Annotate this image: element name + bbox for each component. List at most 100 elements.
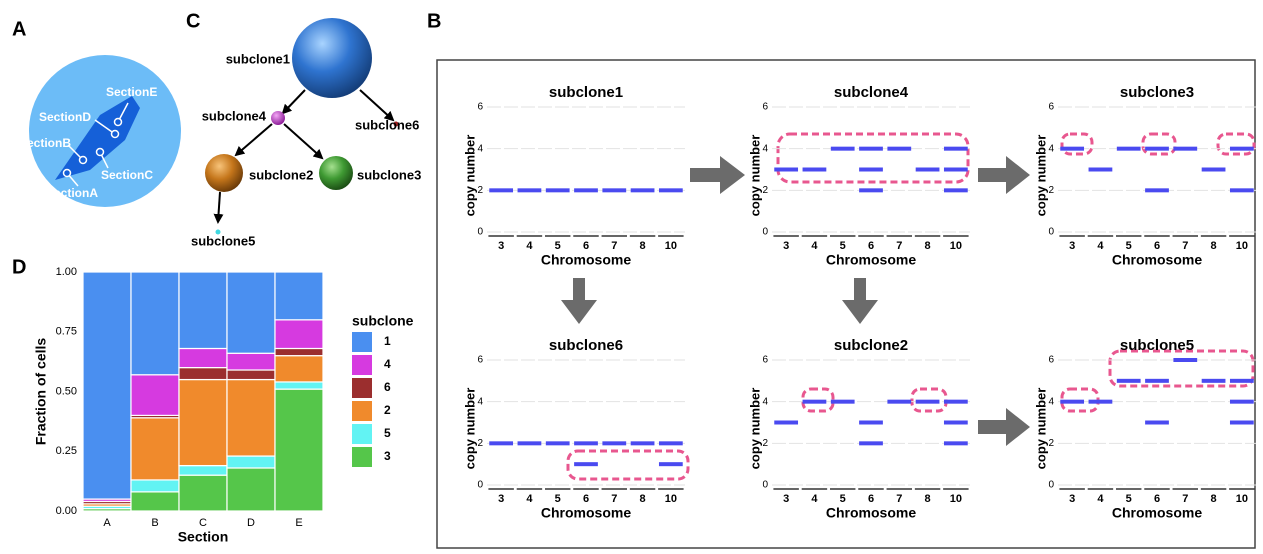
y-tick-label: 0.50 (56, 385, 77, 397)
x-tick-label: 4 (811, 493, 818, 505)
bar-segment (130, 479, 180, 493)
legend-swatch (352, 332, 372, 352)
y-tick-label: 4 (477, 143, 483, 154)
x-axis-title: Chromosome (1112, 252, 1202, 268)
node-label: subclone5 (191, 233, 255, 248)
copy-number-segment (630, 441, 655, 446)
y-axis-title: copy number (747, 388, 762, 470)
copy-number-segment (1229, 378, 1254, 383)
legend-swatch (352, 401, 372, 421)
copy-number-segment (802, 399, 827, 404)
phylogeny-tree (213, 89, 395, 224)
x-tick-label: 8 (640, 493, 646, 505)
copy-number-segment (658, 441, 683, 446)
y-tick-label: 0 (1048, 227, 1054, 238)
copy-number-segment (859, 420, 883, 425)
tumor-region (55, 96, 140, 180)
x-tick-label: 8 (1211, 240, 1217, 252)
x-tick-label: 7 (611, 240, 617, 252)
x-tick-label: 10 (1236, 493, 1248, 505)
x-tick-label: 5 (1126, 493, 1132, 505)
x-tick-label: 7 (1182, 240, 1188, 252)
section-label: SectionD (39, 110, 91, 124)
copy-number-segment (859, 167, 883, 172)
copy-number-segment (802, 167, 827, 172)
x-axis-title: Chromosome (541, 252, 631, 268)
bar-segment (130, 417, 180, 481)
section-label: SectionA (46, 186, 98, 200)
x-tick-label: 3 (783, 240, 789, 252)
panel-label: C (186, 10, 200, 32)
copy-number-segment (1201, 167, 1226, 172)
copy-number-segment (1229, 188, 1254, 193)
x-tick-label: 3 (783, 493, 789, 505)
copy-number-segment (1145, 420, 1169, 425)
bar-segment (130, 491, 180, 512)
x-tick-label: 6 (583, 240, 589, 252)
bar-segment (226, 369, 276, 381)
x-tick-label: 10 (665, 493, 677, 505)
x-tick-label: 4 (526, 240, 533, 252)
panel-label: A (12, 18, 26, 40)
legend-swatch (352, 355, 372, 375)
copy-number-segment (774, 167, 799, 172)
copy-number-segment (1229, 420, 1254, 425)
bar-segment (130, 271, 180, 376)
bar-segment (226, 467, 276, 512)
x-tick-label: 6 (1154, 493, 1160, 505)
x-tick-label: 8 (925, 240, 931, 252)
bar-segment (274, 355, 324, 383)
tree-node (271, 111, 285, 125)
legend-label: 2 (384, 403, 391, 417)
copy-number-segment (574, 462, 598, 467)
x-tick-label: D (247, 517, 255, 529)
y-tick-label: 0 (477, 480, 483, 491)
x-tick-label: 3 (1069, 493, 1075, 505)
y-tick-label: 4 (1048, 396, 1054, 407)
y-tick-label: 4 (762, 143, 768, 154)
copy-number-segment (943, 167, 968, 172)
copy-number-segment (943, 441, 968, 446)
x-tick-label: 7 (896, 240, 902, 252)
x-axis-title: Chromosome (1112, 505, 1202, 521)
x-axis-title: Section (178, 529, 229, 545)
copy-number-segment (602, 188, 627, 193)
x-tick-label: 4 (526, 493, 533, 505)
legend-label: 4 (384, 357, 391, 371)
bar-segment (226, 271, 276, 354)
legend-label: 1 (384, 334, 391, 348)
copy-number-segment (859, 188, 883, 193)
copy-number-segment (1229, 146, 1254, 151)
copy-number-segment (489, 441, 514, 446)
copy-number-segment (1060, 399, 1085, 404)
y-axis-title: copy number (462, 135, 477, 217)
change-highlights (566, 132, 1256, 481)
y-tick-label: 2 (1048, 438, 1054, 449)
y-tick-label: 2 (762, 185, 768, 196)
x-tick-label: 8 (640, 240, 646, 252)
y-tick-label: 2 (762, 438, 768, 449)
y-tick-label: 0.75 (56, 326, 77, 338)
x-tick-label: 5 (840, 240, 846, 252)
y-axis-title: copy number (1033, 135, 1048, 217)
bar-segment (178, 474, 228, 512)
section-label: SectionC (101, 168, 153, 182)
y-tick-label: 6 (1048, 102, 1054, 113)
x-tick-label: 4 (811, 240, 818, 252)
chart-title: subclone6 (549, 337, 623, 354)
x-tick-label: A (103, 517, 111, 529)
copy-number-segment (887, 399, 912, 404)
tree-node (205, 154, 243, 192)
copy-number-segment (658, 188, 683, 193)
chart-title: subclone3 (1120, 84, 1194, 101)
copy-number-segment (489, 188, 514, 193)
node-label: subclone4 (202, 108, 267, 123)
y-tick-label: 6 (1048, 355, 1054, 366)
tree-node (319, 156, 353, 190)
x-tick-label: 6 (583, 493, 589, 505)
copy-number-segment (1088, 167, 1113, 172)
x-tick-label: C (199, 517, 207, 529)
bar-segment (178, 464, 228, 476)
legend-swatch (352, 424, 372, 444)
